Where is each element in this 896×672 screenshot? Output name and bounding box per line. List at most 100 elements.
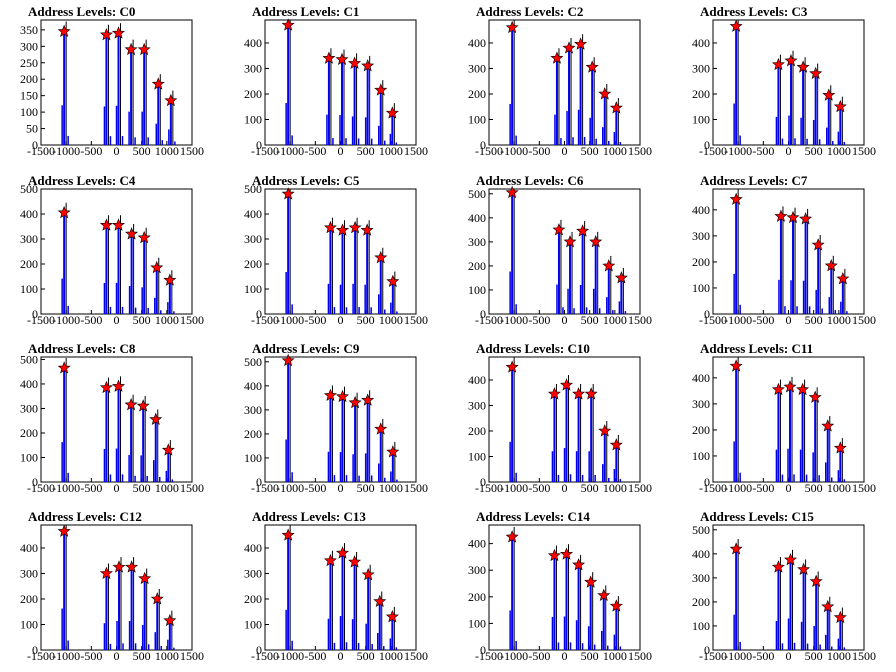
x-tick-label: -1500 bbox=[475, 649, 503, 663]
x-tick-label: 0 bbox=[562, 144, 568, 158]
peak-star-marker bbox=[784, 553, 798, 566]
x-tick-label: 1000 bbox=[379, 481, 403, 495]
y-tick-label: 400 bbox=[468, 211, 486, 225]
peak-star-marker bbox=[505, 185, 519, 199]
peak-star-marker bbox=[729, 359, 743, 372]
x-tick-label: 0 bbox=[562, 649, 568, 663]
y-tick-label: 300 bbox=[20, 566, 38, 580]
y-tick-label: 300 bbox=[244, 566, 262, 580]
peak-star-marker bbox=[505, 20, 519, 34]
chart-panel-c12: Address Levels: C12 -1500-1000 -500 0 500 100… bbox=[20, 509, 204, 663]
y-tick-label: 300 bbox=[244, 232, 262, 246]
peak-star-marker bbox=[609, 599, 623, 612]
peak-star-marker bbox=[550, 51, 564, 64]
y-tick-label: 400 bbox=[20, 207, 38, 221]
x-tick-label: 0 bbox=[562, 313, 568, 327]
x-tick-label: 1000 bbox=[155, 649, 179, 663]
y-tick-label: 200 bbox=[692, 423, 710, 437]
y-tick-label: 500 bbox=[244, 355, 262, 369]
x-tick-label: -1000 bbox=[52, 313, 80, 327]
y-tick-label: 0 bbox=[480, 307, 486, 321]
peak-star-marker bbox=[112, 560, 126, 573]
x-tick-label: 1000 bbox=[603, 313, 627, 327]
y-tick-label: 0 bbox=[32, 475, 38, 489]
peak-star-marker bbox=[505, 530, 519, 543]
chart-panel-c13: Address Levels: C13 -1500-1000 -500 0 500 100… bbox=[244, 509, 428, 663]
y-tick-label: 200 bbox=[20, 72, 38, 86]
x-tick-label: -500 bbox=[752, 144, 774, 158]
x-tick-label: 1500 bbox=[852, 313, 876, 327]
peak-star-marker bbox=[547, 548, 561, 562]
peak-star-marker bbox=[124, 397, 138, 411]
y-tick-label: 200 bbox=[468, 259, 486, 273]
x-tick-label: -500 bbox=[304, 481, 326, 495]
chart-panel-c0: Address Levels: C0-1500-1000 -500 0 500 1000… bbox=[20, 4, 204, 158]
peak-star-marker bbox=[281, 528, 295, 541]
y-tick-label: 300 bbox=[20, 39, 38, 53]
x-tick-label: 1000 bbox=[827, 313, 851, 327]
y-tick-label: 0 bbox=[256, 643, 262, 657]
y-tick-label: 0 bbox=[704, 138, 710, 152]
chart-panel-c11: Address Levels: C11 -1500-1000 -500 0 500 100… bbox=[692, 341, 876, 495]
peak-star-marker bbox=[796, 382, 810, 396]
y-tick-label: 300 bbox=[244, 403, 262, 417]
y-tick-label: 100 bbox=[692, 112, 710, 126]
peak-star-marker bbox=[57, 205, 71, 219]
peak-star-marker bbox=[163, 273, 177, 286]
chart-panel-c1: Address Levels: C1-1500-1000 -500 0 500 1000… bbox=[244, 4, 428, 158]
y-tick-label: 400 bbox=[20, 377, 38, 391]
x-tick-label: 0 bbox=[786, 144, 792, 158]
peak-star-marker bbox=[57, 524, 71, 537]
peak-star-marker bbox=[811, 238, 825, 251]
x-tick-label: -1500 bbox=[699, 649, 727, 663]
y-tick-label: 300 bbox=[468, 61, 486, 75]
x-tick-label: -500 bbox=[80, 144, 102, 158]
peak-star-marker bbox=[584, 387, 598, 400]
peak-star-marker bbox=[323, 553, 337, 567]
chart-title: Address Levels: C15 bbox=[700, 509, 814, 524]
peak-star-marker bbox=[585, 60, 599, 73]
peak-star-marker bbox=[609, 101, 623, 114]
y-tick-label: 400 bbox=[20, 541, 38, 555]
y-tick-label: 0 bbox=[256, 307, 262, 321]
y-tick-label: 100 bbox=[468, 449, 486, 463]
x-tick-label: 0 bbox=[114, 313, 120, 327]
x-tick-label: 1500 bbox=[852, 649, 876, 663]
peak-star-marker bbox=[784, 53, 798, 67]
y-tick-label: 300 bbox=[692, 61, 710, 75]
peak-star-marker bbox=[57, 361, 71, 374]
x-tick-label: -1000 bbox=[500, 481, 528, 495]
x-tick-label: 1500 bbox=[628, 144, 652, 158]
y-tick-label: 0 bbox=[32, 138, 38, 152]
y-tick-label: 200 bbox=[244, 592, 262, 606]
y-tick-label: 300 bbox=[244, 61, 262, 75]
x-tick-label: -1000 bbox=[500, 313, 528, 327]
y-tick-label: 100 bbox=[20, 105, 38, 119]
y-tick-label: 200 bbox=[244, 87, 262, 101]
chart-panel-c10: Address Levels: C10 -1500-1000 -500 0 500 100… bbox=[468, 341, 652, 495]
y-tick-label: 400 bbox=[244, 379, 262, 393]
peak-star-marker bbox=[163, 613, 177, 627]
chart-title: Address Levels: C11 bbox=[700, 341, 813, 356]
x-tick-label: 500 bbox=[133, 144, 151, 158]
x-tick-label: -1500 bbox=[475, 481, 503, 495]
peak-star-marker bbox=[348, 56, 362, 69]
x-tick-label: -500 bbox=[528, 481, 550, 495]
chart-panel-c7: Address Levels: C7-1500-1000 -500 0 500 1000… bbox=[692, 173, 876, 327]
x-tick-label: -1000 bbox=[52, 144, 80, 158]
peak-star-marker bbox=[609, 438, 623, 451]
peak-star-marker bbox=[833, 441, 847, 454]
x-tick-label: 1500 bbox=[404, 144, 428, 158]
peak-star-marker bbox=[385, 106, 399, 119]
y-tick-label: 300 bbox=[20, 232, 38, 246]
x-tick-label: -1000 bbox=[52, 649, 80, 663]
y-tick-label: 200 bbox=[20, 592, 38, 606]
x-tick-label: 0 bbox=[786, 649, 792, 663]
x-tick-label: 1000 bbox=[827, 481, 851, 495]
y-tick-label: 100 bbox=[244, 112, 262, 126]
peak-star-marker bbox=[281, 187, 295, 200]
peak-star-marker bbox=[809, 66, 823, 80]
peak-star-marker bbox=[821, 599, 835, 613]
x-tick-label: 500 bbox=[133, 313, 151, 327]
peak-star-marker bbox=[563, 235, 577, 248]
